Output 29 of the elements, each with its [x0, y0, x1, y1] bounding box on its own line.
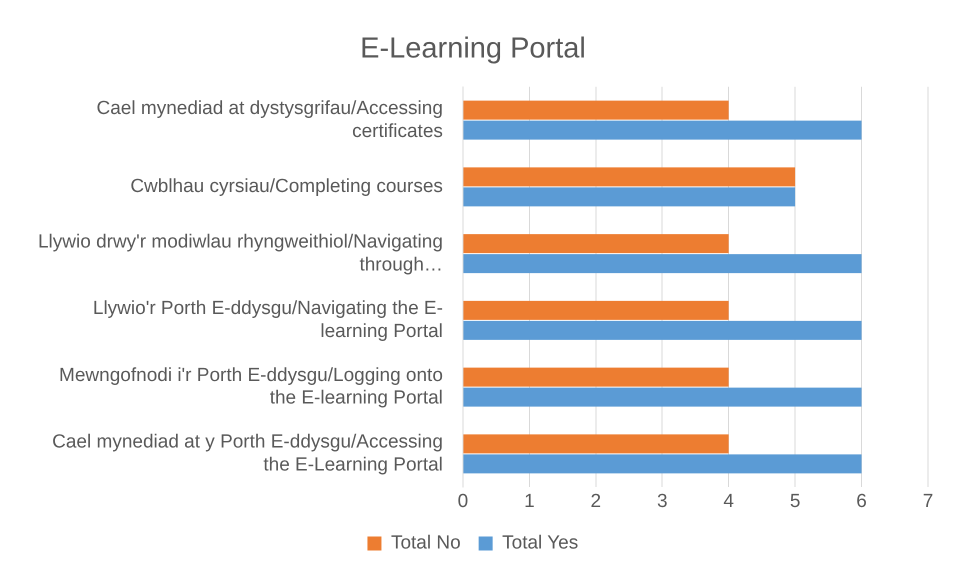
legend-label: Total Yes — [502, 532, 578, 554]
y-tick-label: Cael mynediad at dystysgrifau/Accessing certificates — [96, 98, 443, 142]
x-tick-label: 5 — [790, 490, 800, 512]
x-tick-label: 3 — [656, 490, 668, 512]
bar — [463, 254, 862, 274]
y-tick-label: Llywio'r Porth E-ddysgu/Navigating the E-learning Portal — [92, 298, 443, 342]
bar — [463, 454, 862, 474]
x-tick-label: 4 — [723, 490, 734, 512]
y-tick-label: Mewngofnodi i'r Porth E-ddysgu/Logging onto the E-learning Portal — [59, 364, 443, 409]
bar — [463, 300, 729, 320]
y-tick-label: Cael mynediad at y Porth E-ddysgu/Accessing the E-Learning Portal — [52, 432, 443, 476]
x-tick-label: 2 — [590, 490, 602, 512]
chart-title: E-Learning Portal — [360, 32, 586, 64]
bar — [463, 187, 796, 206]
bar — [463, 234, 729, 254]
bar — [463, 100, 729, 120]
legend-label: Total No — [390, 532, 461, 554]
x-tick-label: 0 — [458, 490, 468, 512]
x-tick-label: 7 — [922, 490, 934, 512]
bar — [463, 388, 862, 407]
bar — [463, 434, 729, 454]
bar — [463, 120, 862, 140]
x-tick-label: 1 — [524, 490, 535, 512]
bar — [463, 320, 862, 340]
y-tick-label: Cwblhau cyrsiau/Completing courses — [130, 176, 443, 198]
bar — [463, 167, 796, 186]
bar — [463, 368, 729, 387]
y-tick-label: Llywio drwy'r modiwlau rhyngweithiol/Navigating through… — [38, 231, 443, 276]
x-tick-label: 6 — [856, 490, 867, 512]
